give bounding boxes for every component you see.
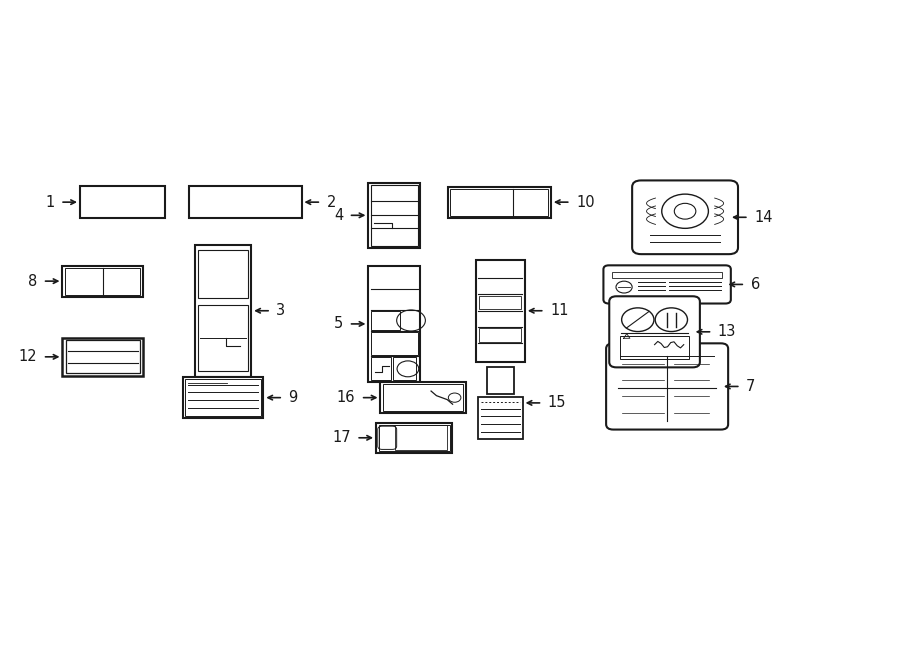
Bar: [183, 377, 264, 418]
Bar: [194, 245, 251, 377]
Bar: [198, 305, 248, 371]
Text: 14: 14: [754, 210, 773, 225]
Bar: [448, 186, 551, 217]
Bar: [189, 186, 302, 218]
Text: 17: 17: [332, 430, 351, 446]
Bar: [371, 311, 400, 330]
Bar: [62, 338, 143, 376]
Bar: [65, 268, 140, 295]
FancyBboxPatch shape: [606, 343, 728, 430]
FancyBboxPatch shape: [609, 296, 700, 368]
FancyBboxPatch shape: [632, 180, 738, 254]
Text: 6: 6: [751, 277, 760, 292]
Text: 11: 11: [550, 303, 569, 318]
Text: 12: 12: [19, 349, 37, 364]
Bar: [383, 385, 463, 410]
Text: 9: 9: [289, 390, 298, 405]
Bar: [487, 367, 514, 394]
Bar: [479, 295, 521, 309]
Bar: [371, 185, 418, 246]
Text: 3: 3: [276, 303, 285, 318]
Bar: [371, 332, 418, 355]
Bar: [371, 357, 392, 379]
Bar: [368, 266, 420, 381]
Bar: [66, 340, 140, 373]
Text: 16: 16: [337, 390, 356, 405]
Text: 13: 13: [718, 325, 736, 339]
Bar: [80, 186, 165, 218]
Bar: [62, 266, 143, 297]
Text: 15: 15: [548, 395, 566, 410]
Text: 1: 1: [46, 194, 55, 210]
Text: 2: 2: [327, 194, 336, 210]
Text: 8: 8: [28, 274, 37, 289]
Bar: [620, 336, 689, 360]
Bar: [381, 383, 465, 412]
Text: 5: 5: [334, 317, 343, 331]
Bar: [478, 397, 523, 439]
Bar: [395, 425, 447, 450]
Text: 10: 10: [576, 194, 595, 210]
Bar: [450, 188, 548, 215]
FancyBboxPatch shape: [603, 265, 731, 303]
Bar: [479, 329, 521, 342]
Bar: [379, 424, 450, 451]
Bar: [475, 260, 525, 362]
Bar: [393, 357, 416, 379]
Bar: [376, 422, 452, 453]
Bar: [612, 272, 722, 278]
Bar: [185, 379, 261, 416]
Bar: [368, 183, 420, 248]
Text: 4: 4: [334, 208, 343, 223]
Bar: [198, 251, 248, 297]
Text: 7: 7: [746, 379, 755, 394]
